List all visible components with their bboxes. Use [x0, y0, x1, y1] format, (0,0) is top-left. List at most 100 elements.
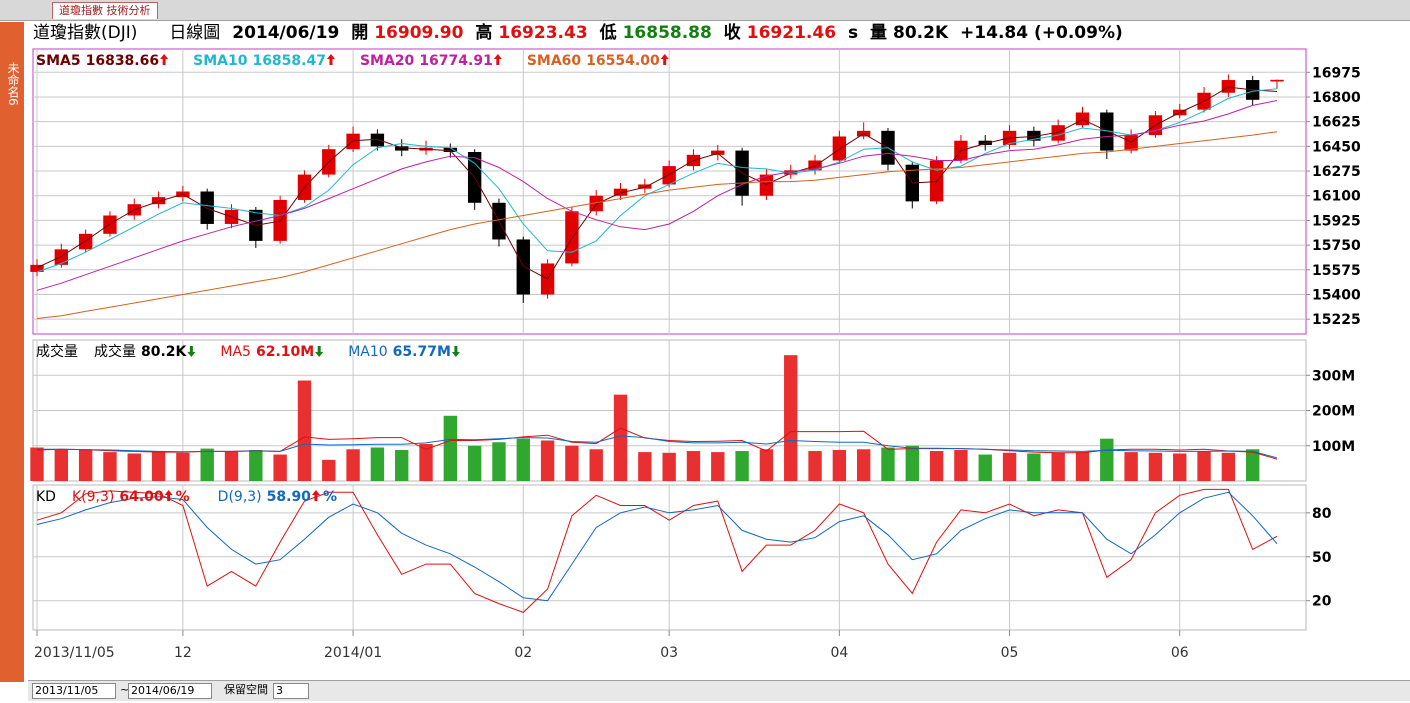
candle-body — [784, 170, 798, 175]
tab[interactable]: 道瓊指數 技術分析 — [52, 2, 158, 19]
volume-bar — [224, 451, 239, 481]
close: 16921.46 — [746, 23, 837, 43]
y-tick-label: 100M — [1312, 439, 1355, 455]
candle-body — [808, 160, 822, 171]
y-tick-label: 16625 — [1312, 115, 1361, 131]
candle-body — [30, 264, 44, 272]
series-line — [36, 491, 1278, 602]
candle-body — [443, 147, 458, 152]
volume-bar — [1124, 452, 1138, 481]
panel-title: 成交量 — [36, 343, 78, 360]
candle-body — [78, 233, 93, 250]
volume-label: 量 — [870, 23, 887, 43]
candle-body — [103, 215, 117, 234]
date: 2014/06/19 — [232, 23, 340, 43]
volume-bar — [151, 451, 166, 481]
x-tick-label: 06 — [1171, 645, 1189, 661]
legend-name: K(9,3) — [72, 489, 114, 505]
legend-name: D(9,3) — [218, 489, 262, 505]
panel-title: KD — [36, 489, 56, 505]
symbol: 道瓊指數(DJI) — [33, 23, 138, 43]
candle-body — [662, 166, 676, 185]
volume-bar — [929, 451, 944, 481]
volume-bar — [954, 449, 968, 481]
volume-bar — [346, 449, 360, 481]
x-tick-label: 12 — [174, 645, 192, 661]
volume-bar — [419, 443, 433, 481]
low: 16858.88 — [622, 23, 712, 43]
series-line — [37, 435, 1278, 459]
volume-bar — [78, 449, 93, 481]
volume-bar — [1197, 451, 1211, 481]
volume-bar — [1173, 453, 1187, 481]
legend-name: SMA20 — [360, 53, 415, 69]
candle-body — [1075, 112, 1090, 126]
open: 16909.90 — [374, 23, 464, 43]
trend-arrow — [326, 54, 335, 65]
volume-bar — [735, 451, 749, 481]
y-tick-label: 300M — [1312, 368, 1355, 384]
x-tick-label: 03 — [660, 645, 678, 661]
series-line — [36, 100, 1278, 291]
trend-arrow — [493, 54, 502, 65]
trend-arrow — [187, 346, 196, 357]
volume-bar — [711, 452, 725, 481]
side-tab[interactable]: 未命名6 — [0, 22, 24, 682]
tilde: ~ — [120, 683, 130, 696]
candle-body — [151, 197, 166, 205]
candle-body — [370, 133, 385, 147]
legend-name: MA10 — [348, 344, 387, 360]
trend-arrow — [315, 346, 324, 357]
low-label: 低 — [599, 23, 617, 43]
title-bar: 道瓊指數 技術分析 — [0, 0, 1410, 21]
legend-name: SMA10 — [193, 53, 248, 69]
volume-bar — [613, 394, 628, 481]
candle-body — [1051, 125, 1065, 141]
volume-bar — [1221, 452, 1236, 481]
volume-bar — [1148, 452, 1163, 481]
candle-body — [711, 150, 725, 155]
volume-bar — [832, 449, 847, 481]
candle-body — [54, 249, 68, 265]
series-line — [36, 86, 1278, 280]
volume-bar — [370, 447, 385, 481]
legend-value: 16838.66 — [86, 53, 160, 69]
legend-value: 65.77M — [393, 344, 451, 360]
volume-bar — [54, 449, 68, 481]
y-tick-label: 16450 — [1312, 139, 1361, 155]
series-line — [36, 88, 1278, 273]
y-tick-label: 15400 — [1312, 287, 1361, 303]
y-tick-label: 80 — [1312, 506, 1332, 522]
volume-bar — [127, 453, 141, 481]
candle-body — [200, 191, 214, 224]
candle-body — [346, 133, 360, 150]
quote-header: 道瓊指數(DJI) 日線圖 2014/06/19 開 16909.90 高 1692… — [33, 22, 1129, 44]
series-line — [36, 131, 1278, 319]
x-tick-label: 04 — [830, 645, 848, 661]
trend-arrow — [160, 54, 169, 65]
volume-bar — [30, 447, 44, 481]
x-tick-label: 02 — [514, 645, 532, 661]
candle-body — [978, 140, 992, 145]
legend-value: 64.00 — [119, 489, 164, 505]
candle-body — [516, 239, 530, 295]
volume-bar — [1051, 452, 1065, 481]
volume-bar — [443, 415, 458, 481]
reserve-input[interactable]: 3 — [273, 683, 309, 699]
close-flag: s — [847, 23, 859, 43]
legend-value: 16858.47 — [252, 53, 326, 69]
volume-bar — [103, 452, 117, 481]
volume-bar — [492, 442, 506, 481]
close-label: 收 — [723, 23, 741, 43]
volume-bar — [395, 449, 409, 481]
change: +14.84 (+0.09%) — [960, 23, 1123, 43]
series-line — [36, 427, 1278, 460]
y-tick-label: 15750 — [1312, 238, 1361, 254]
y-tick-label: 15575 — [1312, 263, 1361, 279]
to-date[interactable]: 2014/06/19 — [128, 683, 212, 699]
volume-bar — [516, 438, 530, 481]
legend-value: 62.10M — [256, 344, 314, 360]
y-tick-label: 16975 — [1312, 65, 1361, 81]
from-date[interactable]: 2013/11/05 — [32, 683, 116, 699]
side-tab-label: 未命名6 — [6, 62, 20, 106]
